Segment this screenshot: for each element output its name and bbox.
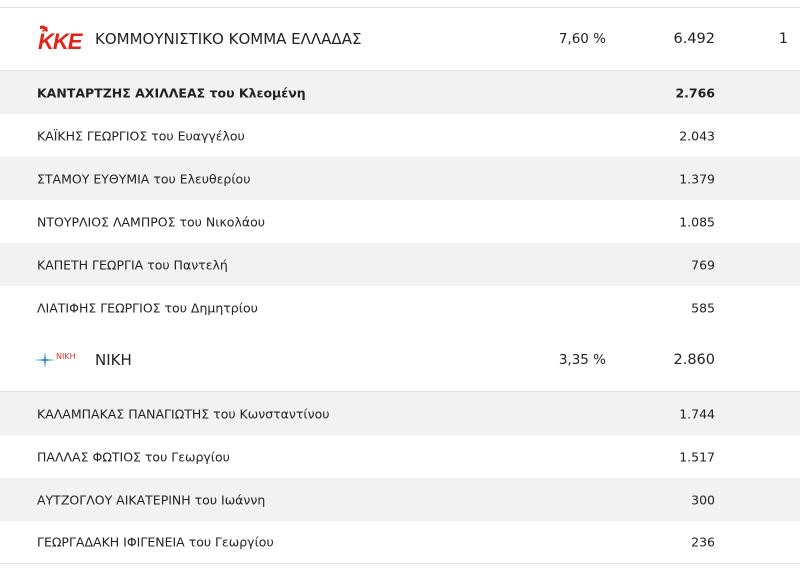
candidate-votes: 1.379 (679, 171, 715, 186)
candidate-votes: 300 (691, 492, 715, 507)
candidate-row: ΚΑΪΚΗΣ ΓΕΩΡΓΙΟΣ του Ευαγγέλου 2.043 (0, 114, 800, 157)
candidate-row: ΓΕΩΡΓΑΔΑΚΗ ΙΦΙΓΕΝΕΙΑ του Γεωργίου 236 (0, 521, 800, 564)
candidate-row: ΛΙΑΤΙΦΗΣ ΓΕΩΡΓΙΟΣ του Δημητρίου 585 (0, 286, 800, 329)
candidate-row: ΝΤΟΥΡΛΙΟΣ ΛΑΜΠΡΟΣ του Νικολάου 1.085 (0, 200, 800, 243)
logo-symbol (40, 25, 48, 32)
party-logo: ΝΙΚΗ (36, 352, 76, 368)
party-row: ΝΙΚΗ ΝΙΚΗ 3,35 % 2.860 (0, 329, 800, 392)
candidate-votes: 1.517 (679, 449, 715, 464)
party-seats: 1 (778, 31, 788, 47)
logo-star (37, 352, 53, 368)
candidate-votes: 1.085 (679, 214, 715, 229)
party-row: KKE ΚΟΜΜΟΥΝΙΣΤΙΚΟ ΚΟΜΜΑ ΕΛΛΑΔΑΣ 7,60 % 6.49… (0, 8, 800, 71)
party-percent: 3,35 % (558, 352, 606, 368)
candidate-votes: 585 (691, 300, 715, 315)
candidate-name: ΚΑΠΕΤΗ ΓΕΩΡΓΙΑ του Παντελή (37, 257, 228, 272)
candidate-row: ΚΑΛΑΜΠΑΚΑΣ ΠΑΝΑΓΙΩΤΗΣ του Κωνσταντίνου 1.… (0, 392, 800, 435)
candidate-name: ΚΑΪΚΗΣ ΓΕΩΡΓΙΟΣ του Ευαγγέλου (37, 128, 245, 143)
party-name: ΝΙΚΗ (95, 351, 132, 369)
candidate-name: ΠΑΛΛΑΣ ΦΩΤΙΟΣ του Γεωργίου (37, 449, 230, 464)
candidate-row: ΣΤΑΜΟΥ ΕΥΘΥΜΙΑ του Ελευθερίου 1.379 (0, 157, 800, 200)
candidate-name: ΛΙΑΤΙΦΗΣ ΓΕΩΡΓΙΟΣ του Δημητρίου (37, 300, 258, 315)
candidate-name: ΚΑΛΑΜΠΑΚΑΣ ΠΑΝΑΓΙΩΤΗΣ του Κωνσταντίνου (37, 406, 330, 421)
candidate-row: ΚΑΠΕΤΗ ΓΕΩΡΓΙΑ του Παντελή 769 (0, 243, 800, 286)
candidate-votes: 2.766 (675, 85, 715, 100)
party-name: ΚΟΜΜΟΥΝΙΣΤΙΚΟ ΚΟΜΜΑ ΕΛΛΑΔΑΣ (95, 30, 362, 48)
logo-text: KKE (38, 29, 84, 54)
candidate-row: ΚΑΝΤΑΡΤΖΗΣ ΑΧΙΛΛΕΑΣ του Κλεομένη 2.766 (0, 71, 800, 114)
candidate-name: ΝΤΟΥΡΛΙΟΣ ΛΑΜΠΡΟΣ του Νικολάου (37, 214, 265, 229)
candidate-votes: 2.043 (679, 128, 715, 143)
candidate-votes: 236 (691, 534, 715, 550)
candidate-name: ΑΥΤΖΟΓΛΟΥ ΑΙΚΑΤΕΡΙΝΗ του Ιωάννη (37, 492, 266, 507)
candidate-votes: 1.744 (679, 406, 715, 421)
party-votes: 2.860 (673, 352, 715, 368)
party-percent: 7,60 % (558, 31, 606, 47)
candidate-name: ΚΑΝΤΑΡΤΖΗΣ ΑΧΙΛΛΕΑΣ του Κλεομένη (37, 85, 306, 100)
candidate-name: ΓΕΩΡΓΑΔΑΚΗ ΙΦΙΓΕΝΕΙΑ του Γεωργίου (37, 534, 274, 550)
results-table: KKE ΚΟΜΜΟΥΝΙΣΤΙΚΟ ΚΟΜΜΑ ΕΛΛΑΔΑΣ 7,60 % 6.49… (0, 7, 800, 564)
candidate-name: ΣΤΑΜΟΥ ΕΥΘΥΜΙΑ του Ελευθερίου (37, 171, 251, 186)
candidate-row: ΠΑΛΛΑΣ ΦΩΤΙΟΣ του Γεωργίου 1.517 (0, 435, 800, 478)
candidate-row: ΑΥΤΖΟΓΛΟΥ ΑΙΚΑΤΕΡΙΝΗ του Ιωάννη 300 (0, 478, 800, 521)
candidate-votes: 769 (691, 257, 715, 272)
logo-text: ΝΙΚΗ (56, 352, 76, 361)
party-logo: KKE (38, 25, 84, 54)
party-votes: 6.492 (673, 31, 715, 47)
